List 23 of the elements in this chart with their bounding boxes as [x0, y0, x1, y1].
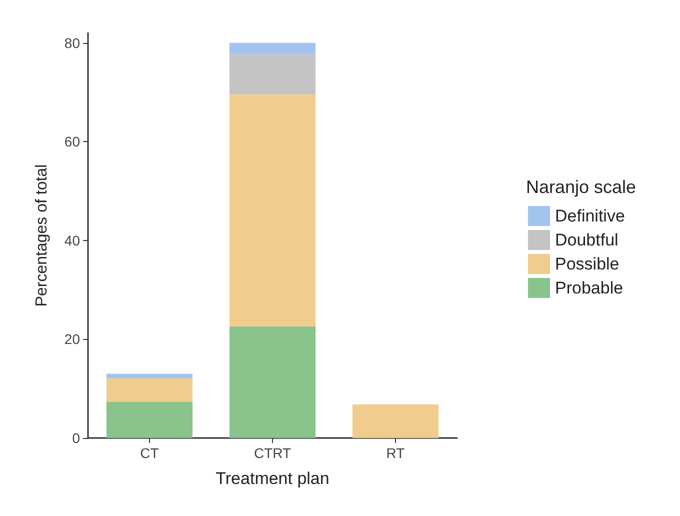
x-axis-title: Treatment plan: [216, 469, 330, 488]
bar: [106, 374, 193, 378]
x-tick-label: CT: [140, 445, 160, 461]
y-tick-label: 60: [64, 134, 80, 150]
y-tick-label: 40: [64, 232, 80, 248]
legend-label: Possible: [555, 254, 620, 274]
legend-title: Naranjo scale: [526, 177, 636, 197]
bar: [106, 378, 193, 402]
x-tick-label: RT: [386, 445, 406, 461]
x-tick-label: CTRT: [254, 445, 292, 461]
bar: [229, 54, 316, 94]
bar: [229, 326, 316, 438]
bar: [352, 404, 439, 438]
legend-label: Definitive: [555, 206, 625, 226]
legend-label: Doubtful: [555, 230, 618, 250]
bar: [229, 42, 316, 54]
y-tick-label: 0: [72, 430, 80, 446]
y-axis-title: Percentages of total: [34, 164, 50, 307]
legend-label: Probable: [555, 278, 624, 298]
y-tick-label: 20: [64, 331, 80, 348]
bar: [106, 402, 193, 438]
y-tick-label: 80: [64, 34, 80, 51]
bar: [229, 94, 316, 326]
